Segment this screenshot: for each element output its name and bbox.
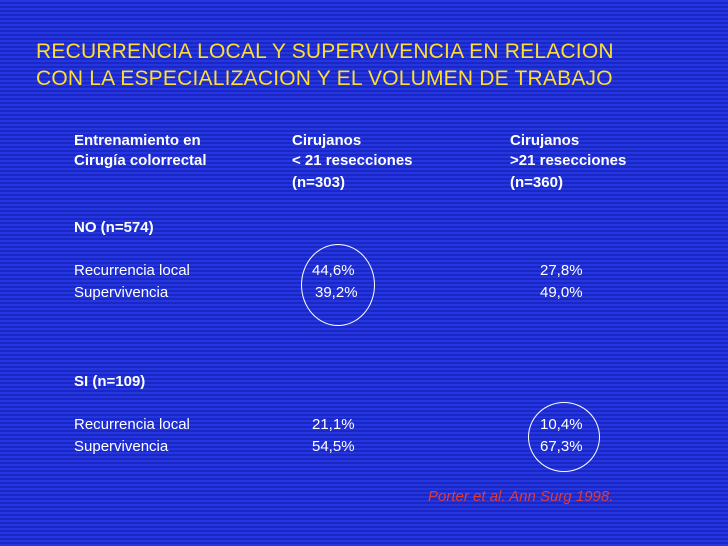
title-line-1: RECURRENCIA LOCAL Y SUPERVIVENCIA EN REL… (36, 40, 614, 63)
header-col1-line1: Entrenamiento en (74, 132, 201, 149)
group-no-label: NO (n=574) (74, 219, 154, 236)
header-col3-line1: Cirujanos (510, 132, 580, 149)
header-col3-line3: (n=360) (510, 174, 563, 191)
row-label: Recurrencia local (74, 262, 190, 279)
highlight-circle (301, 244, 375, 326)
header-col2-line1: Cirujanos (292, 132, 362, 149)
highlight-circle (528, 402, 600, 472)
row-label: Supervivencia (74, 284, 169, 301)
value-cell: 54,5% (312, 438, 355, 455)
header-col2-line3: (n=303) (292, 174, 345, 191)
group-si-label: SI (n=109) (74, 373, 146, 390)
row-label: Recurrencia local (74, 416, 190, 433)
value-cell: 21,1% (312, 416, 355, 433)
row-label: Supervivencia (74, 438, 169, 455)
value-cell: 27,8% (540, 262, 583, 279)
title-line-2: CON LA ESPECIALIZACION Y EL VOLUMEN DE T… (36, 67, 613, 90)
value-cell: 49,0% (540, 284, 583, 301)
header-col1-line2: Cirugía colorrectal (74, 152, 207, 169)
header-col3-line2: >21 resecciones (510, 152, 627, 169)
citation: Porter et al. Ann Surg 1998. (428, 488, 614, 505)
header-col2-line2: < 21 resecciones (292, 152, 413, 169)
slide-title: RECURRENCIA LOCAL Y SUPERVIVENCIA EN REL… (36, 38, 716, 92)
